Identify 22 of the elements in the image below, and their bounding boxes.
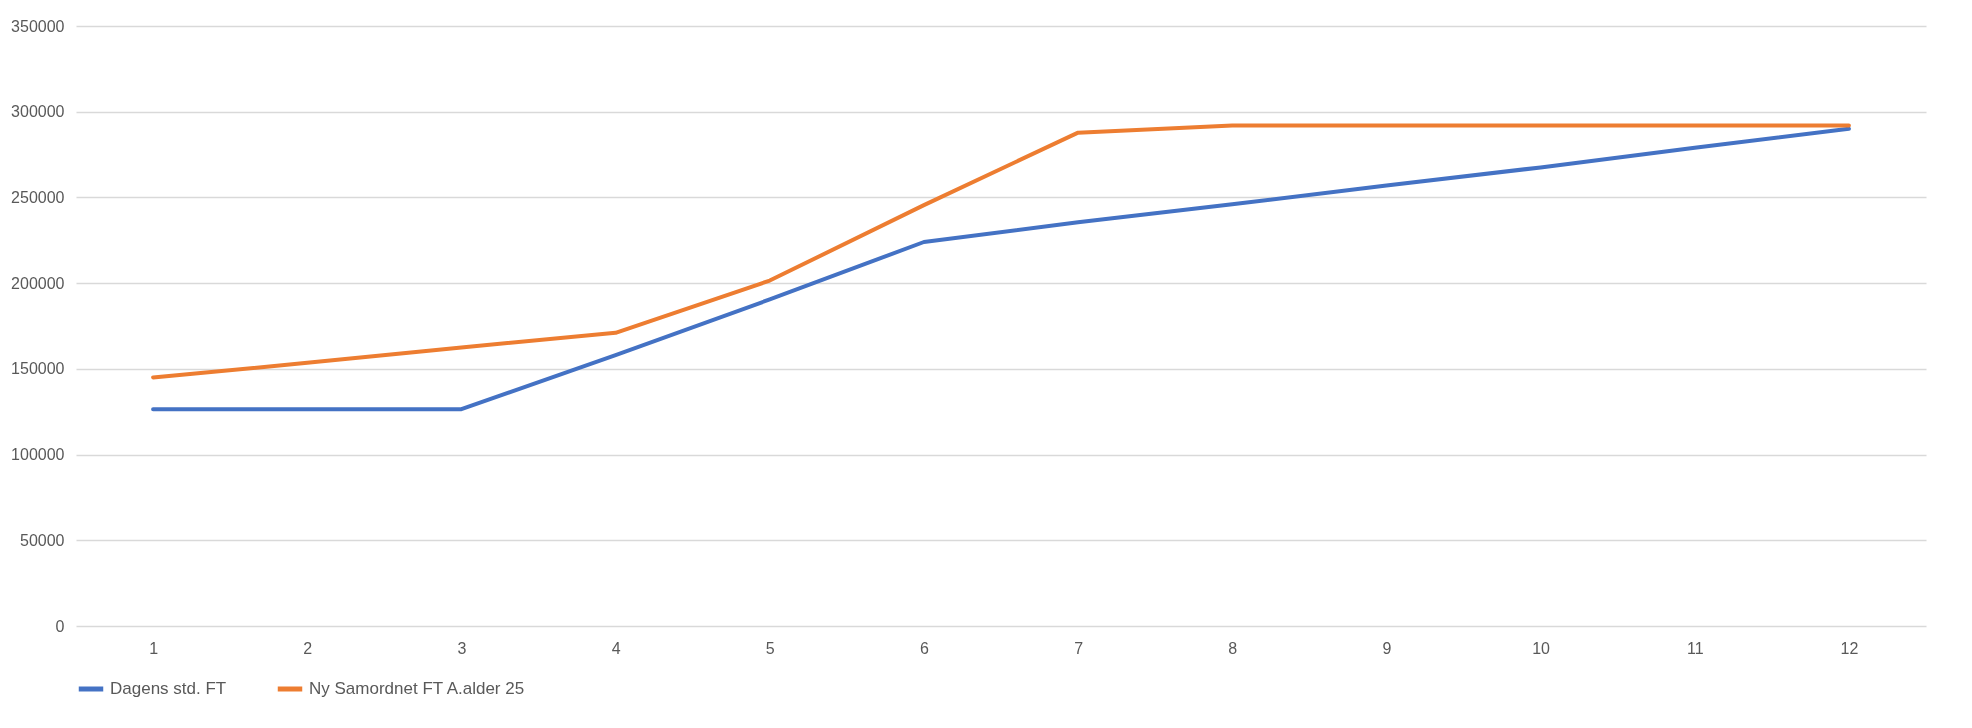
x-tick-label: 3 (457, 639, 467, 657)
legend-label: Dagens std. FT (110, 679, 227, 698)
x-tick-label: 12 (1840, 639, 1859, 657)
x-tick-label: 2 (303, 639, 313, 657)
legend-label: Ny Samordnet FT A.alder 25 (309, 679, 525, 698)
x-tick-label: 10 (1532, 639, 1551, 657)
y-tick-label: 250000 (11, 188, 65, 206)
x-tick-label: 6 (919, 639, 929, 657)
x-tick-label: 4 (611, 639, 621, 657)
y-tick-label: 50000 (20, 531, 65, 549)
y-tick-label: 300000 (11, 103, 65, 121)
y-tick-label: 350000 (11, 17, 65, 35)
x-tick-label: 9 (1382, 639, 1392, 657)
x-tick-label: 5 (765, 639, 775, 657)
y-tick-label: 200000 (11, 274, 65, 292)
y-tick-label: 100000 (11, 446, 65, 464)
x-tick-label: 7 (1074, 639, 1084, 657)
x-tick-label: 11 (1686, 639, 1704, 657)
y-tick-label: 150000 (11, 360, 65, 378)
x-tick-label: 1 (149, 639, 159, 657)
y-tick-label: 0 (55, 617, 65, 635)
x-tick-label: 8 (1228, 639, 1238, 657)
